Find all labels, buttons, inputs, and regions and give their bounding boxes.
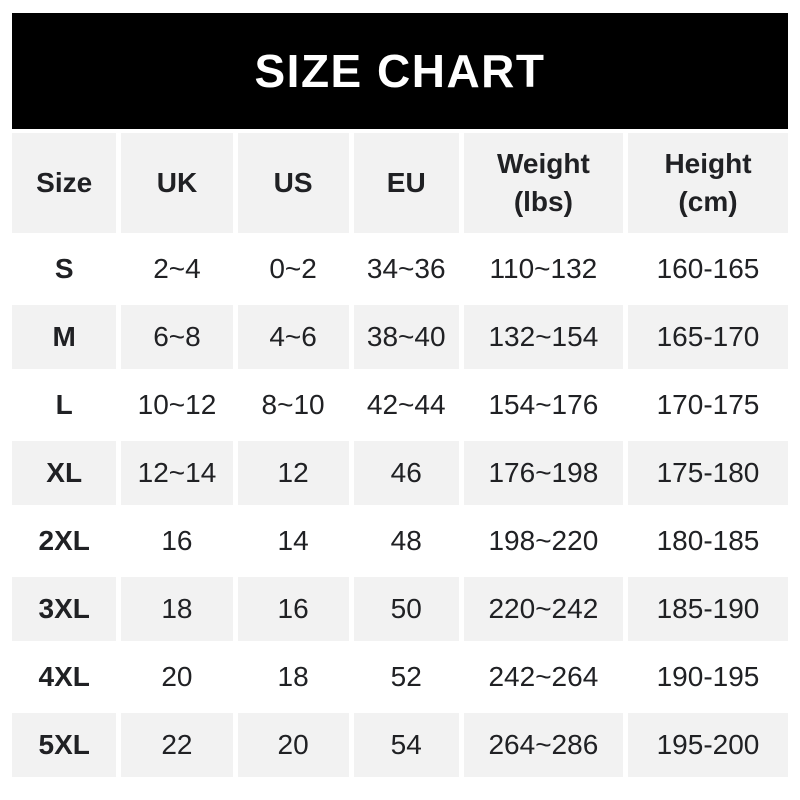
cell-us: 14 (237, 509, 349, 573)
table-row: 2XL 16 14 48 198~220 180-185 (12, 509, 788, 573)
cell-us: 20 (237, 713, 349, 777)
cell-height: 195-200 (627, 713, 788, 777)
cell-height: 185-190 (627, 577, 788, 641)
cell-weight: 154~176 (463, 373, 623, 437)
cell-eu: 50 (353, 577, 459, 641)
cell-eu: 42~44 (353, 373, 459, 437)
cell-height: 165-170 (627, 305, 788, 369)
size-chart-table: Size UK US EU Weight (lbs) Height (cm) S… (7, 129, 793, 781)
size-chart-banner: SIZE CHART (12, 13, 788, 129)
cell-size: 2XL (12, 509, 117, 573)
cell-size: L (12, 373, 117, 437)
cell-us: 0~2 (237, 237, 349, 301)
cell-uk: 12~14 (121, 441, 233, 505)
cell-uk: 6~8 (121, 305, 233, 369)
cell-eu: 46 (353, 441, 459, 505)
cell-size: 5XL (12, 713, 117, 777)
cell-size: M (12, 305, 117, 369)
header-cell-eu: EU (353, 133, 459, 233)
cell-uk: 18 (121, 577, 233, 641)
header-cell-weight: Weight (lbs) (463, 133, 623, 233)
cell-uk: 2~4 (121, 237, 233, 301)
cell-size: XL (12, 441, 117, 505)
table-row: M 6~8 4~6 38~40 132~154 165-170 (12, 305, 788, 369)
header-row: Size UK US EU Weight (lbs) Height (cm) (12, 133, 788, 233)
cell-size: 3XL (12, 577, 117, 641)
cell-weight: 132~154 (463, 305, 623, 369)
cell-eu: 34~36 (353, 237, 459, 301)
cell-height: 170-175 (627, 373, 788, 437)
table-row: 4XL 20 18 52 242~264 190-195 (12, 645, 788, 709)
cell-height: 160-165 (627, 237, 788, 301)
table-row: L 10~12 8~10 42~44 154~176 170-175 (12, 373, 788, 437)
cell-us: 12 (237, 441, 349, 505)
cell-eu: 38~40 (353, 305, 459, 369)
cell-us: 4~6 (237, 305, 349, 369)
cell-uk: 20 (121, 645, 233, 709)
cell-weight: 176~198 (463, 441, 623, 505)
cell-uk: 10~12 (121, 373, 233, 437)
cell-size: 4XL (12, 645, 117, 709)
cell-weight: 242~264 (463, 645, 623, 709)
cell-height: 190-195 (627, 645, 788, 709)
table-row: S 2~4 0~2 34~36 110~132 160-165 (12, 237, 788, 301)
header-cell-us: US (237, 133, 349, 233)
cell-weight: 110~132 (463, 237, 623, 301)
cell-weight: 220~242 (463, 577, 623, 641)
header-cell-uk: UK (121, 133, 233, 233)
table-row: 3XL 18 16 50 220~242 185-190 (12, 577, 788, 641)
cell-weight: 198~220 (463, 509, 623, 573)
cell-uk: 22 (121, 713, 233, 777)
cell-eu: 52 (353, 645, 459, 709)
table-row: 5XL 22 20 54 264~286 195-200 (12, 713, 788, 777)
cell-weight: 264~286 (463, 713, 623, 777)
cell-size: S (12, 237, 117, 301)
header-cell-height: Height (cm) (627, 133, 788, 233)
cell-height: 175-180 (627, 441, 788, 505)
cell-eu: 54 (353, 713, 459, 777)
cell-eu: 48 (353, 509, 459, 573)
cell-uk: 16 (121, 509, 233, 573)
cell-us: 8~10 (237, 373, 349, 437)
header-cell-size: Size (12, 133, 117, 233)
page-title: SIZE CHART (254, 45, 546, 97)
cell-us: 18 (237, 645, 349, 709)
cell-us: 16 (237, 577, 349, 641)
cell-height: 180-185 (627, 509, 788, 573)
table-row: XL 12~14 12 46 176~198 175-180 (12, 441, 788, 505)
